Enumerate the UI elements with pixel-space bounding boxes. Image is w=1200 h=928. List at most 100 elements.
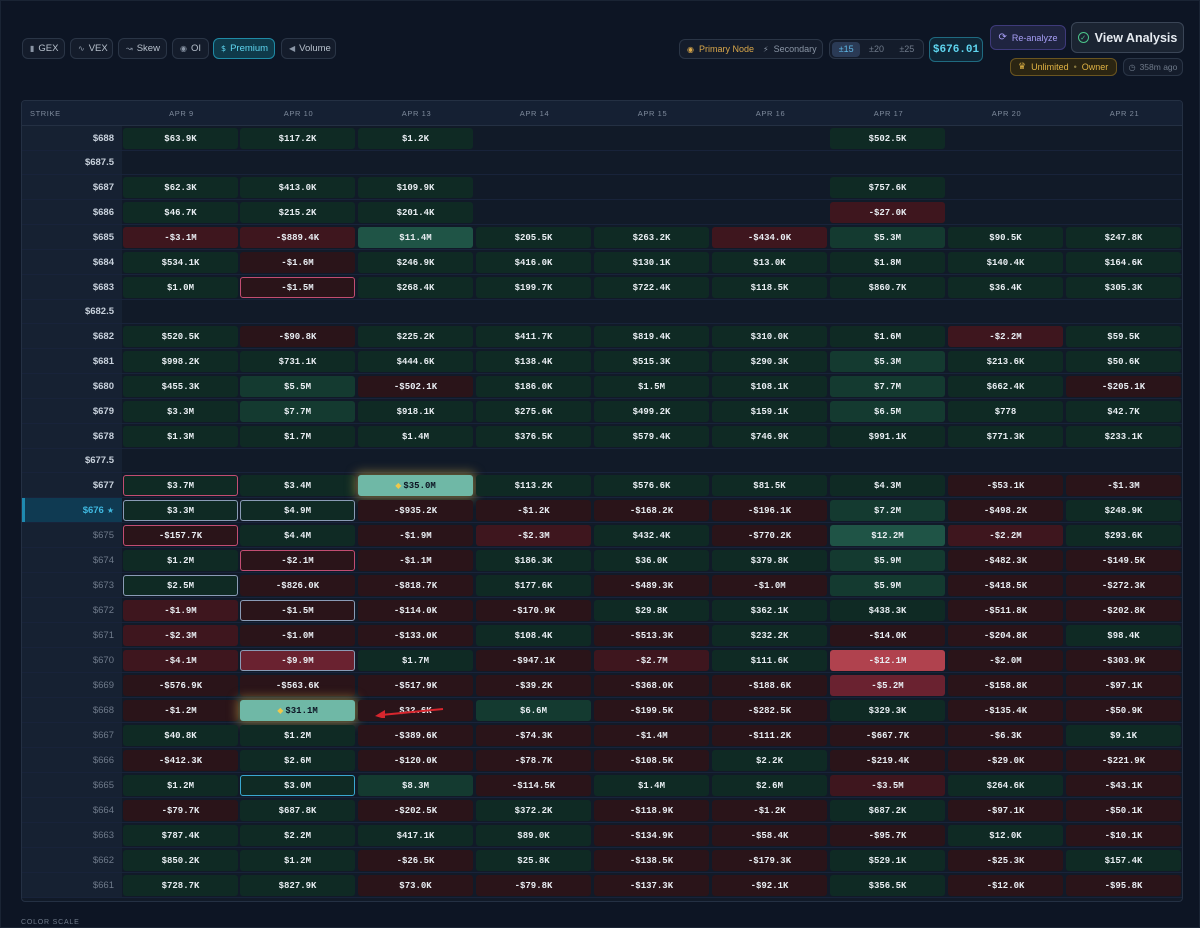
- premium-cell[interactable]: $140.4K: [948, 252, 1063, 273]
- premium-cell[interactable]: $12.2M: [830, 525, 945, 546]
- date-column-header[interactable]: APR 13: [401, 108, 432, 118]
- premium-cell[interactable]: -$1.9M: [123, 600, 238, 621]
- date-column-header[interactable]: APR 16: [755, 108, 786, 118]
- premium-cell[interactable]: $248.9K: [1066, 500, 1181, 521]
- premium-cell[interactable]: -$149.5K: [1066, 550, 1181, 571]
- premium-cell[interactable]: $728.7K: [123, 875, 238, 896]
- premium-cell[interactable]: $502.5K: [830, 128, 945, 149]
- premium-cell[interactable]: $860.7K: [830, 277, 945, 298]
- premium-cell[interactable]: $46.7K: [123, 202, 238, 223]
- premium-cell[interactable]: $5.3M: [830, 351, 945, 372]
- strike-cell[interactable]: $665: [22, 773, 122, 797]
- premium-cell[interactable]: $1.2M: [123, 550, 238, 571]
- premium-cell[interactable]: -$108.5K: [594, 750, 709, 771]
- premium-cell[interactable]: -$58.4K: [712, 825, 827, 846]
- premium-cell[interactable]: $746.9K: [712, 426, 827, 447]
- premium-cell[interactable]: $2.2M: [240, 825, 355, 846]
- premium-cell[interactable]: -$2.2M: [948, 326, 1063, 347]
- premium-cell[interactable]: -$272.3K: [1066, 575, 1181, 596]
- premium-cell[interactable]: -$79.7K: [123, 800, 238, 821]
- secondary-node-label[interactable]: Secondary: [773, 44, 817, 54]
- premium-cell[interactable]: -$135.4K: [948, 700, 1063, 721]
- premium-cell[interactable]: -$3.5M: [830, 775, 945, 796]
- premium-cell[interactable]: $579.4K: [594, 426, 709, 447]
- premium-cell[interactable]: -$282.5K: [712, 700, 827, 721]
- premium-cell[interactable]: -$2.3M: [123, 625, 238, 646]
- strike-cell[interactable]: $671: [22, 623, 122, 647]
- premium-cell[interactable]: $1.2M: [240, 725, 355, 746]
- strike-cell[interactable]: $677.5: [22, 449, 122, 472]
- premium-cell[interactable]: $40.8K: [123, 725, 238, 746]
- strike-cell[interactable]: $678: [22, 424, 122, 448]
- premium-cell[interactable]: -$667.7K: [830, 725, 945, 746]
- premium-cell[interactable]: $417.1K: [358, 825, 473, 846]
- premium-cell[interactable]: $991.1K: [830, 426, 945, 447]
- premium-cell[interactable]: $73.0K: [358, 875, 473, 896]
- range-option-20[interactable]: ±20: [869, 44, 884, 54]
- premium-cell[interactable]: $1.6M: [830, 326, 945, 347]
- premium-cell[interactable]: -$29.0K: [948, 750, 1063, 771]
- premium-cell[interactable]: -$95.7K: [830, 825, 945, 846]
- strike-cell[interactable]: $684: [22, 250, 122, 274]
- strike-cell[interactable]: $669: [22, 673, 122, 697]
- premium-cell[interactable]: -$412.3K: [123, 750, 238, 771]
- premium-cell[interactable]: $213.6K: [948, 351, 1063, 372]
- premium-cell[interactable]: $3.4M: [240, 475, 355, 496]
- premium-cell[interactable]: -$10.1K: [1066, 825, 1181, 846]
- premium-cell[interactable]: $36.4K: [948, 277, 1063, 298]
- premium-cell[interactable]: -$770.2K: [712, 525, 827, 546]
- premium-cell[interactable]: -$502.1K: [358, 376, 473, 397]
- premium-cell[interactable]: $5.3M: [830, 227, 945, 248]
- premium-cell[interactable]: $42.7K: [1066, 401, 1181, 422]
- premium-cell[interactable]: $3.7M: [123, 475, 238, 496]
- premium-cell[interactable]: -$188.6K: [712, 675, 827, 696]
- premium-cell[interactable]: $5.5M: [240, 376, 355, 397]
- premium-cell[interactable]: -$4.1M: [123, 650, 238, 671]
- premium-cell[interactable]: $59.5K: [1066, 326, 1181, 347]
- premium-cell[interactable]: -$1.0M: [240, 625, 355, 646]
- premium-cell[interactable]: -$92.1K: [712, 875, 827, 896]
- premium-cell[interactable]: -$50.1K: [1066, 800, 1181, 821]
- premium-cell[interactable]: $215.2K: [240, 202, 355, 223]
- premium-cell[interactable]: $90.5K: [948, 227, 1063, 248]
- premium-cell[interactable]: -$120.0K: [358, 750, 473, 771]
- premium-cell[interactable]: $7.2M: [830, 500, 945, 521]
- strike-cell[interactable]: $672: [22, 598, 122, 622]
- premium-cell[interactable]: $29.8K: [594, 600, 709, 621]
- premium-cell[interactable]: -$39.2K: [476, 675, 591, 696]
- premium-cell[interactable]: $1.2K: [358, 128, 473, 149]
- premium-cell[interactable]: $520.5K: [123, 326, 238, 347]
- premium-cell[interactable]: $89.0K: [476, 825, 591, 846]
- premium-cell[interactable]: -$79.8K: [476, 875, 591, 896]
- premium-cell[interactable]: -$303.9K: [1066, 650, 1181, 671]
- premium-cell[interactable]: $159.1K: [712, 401, 827, 422]
- premium-cell[interactable]: -$50.9K: [1066, 700, 1181, 721]
- premium-cell[interactable]: $164.6K: [1066, 252, 1181, 273]
- premium-cell[interactable]: $268.4K: [358, 277, 473, 298]
- date-column-header[interactable]: APR 21: [1109, 108, 1140, 118]
- node-toggle[interactable]: ◉ Primary Node ⚡ Secondary: [679, 39, 823, 59]
- premium-cell[interactable]: -$818.7K: [358, 575, 473, 596]
- tab-skew[interactable]: ↝ Skew: [118, 38, 167, 59]
- premium-cell[interactable]: -$14.0K: [830, 625, 945, 646]
- premium-cell[interactable]: $1.7M: [358, 650, 473, 671]
- premium-cell[interactable]: $356.5K: [830, 875, 945, 896]
- premium-cell[interactable]: -$513.3K: [594, 625, 709, 646]
- premium-cell[interactable]: $199.7K: [476, 277, 591, 298]
- premium-cell[interactable]: -$935.2K: [358, 500, 473, 521]
- premium-cell[interactable]: $13.0K: [712, 252, 827, 273]
- premium-cell[interactable]: $201.4K: [358, 202, 473, 223]
- premium-cell[interactable]: -$204.8K: [948, 625, 1063, 646]
- premium-cell[interactable]: -$2.0M: [948, 650, 1063, 671]
- strike-cell[interactable]: $664: [22, 798, 122, 822]
- premium-cell[interactable]: -$12.0K: [948, 875, 1063, 896]
- premium-cell[interactable]: $111.6K: [712, 650, 827, 671]
- premium-cell[interactable]: -$53.1K: [948, 475, 1063, 496]
- premium-cell[interactable]: $177.6K: [476, 575, 591, 596]
- strike-cell[interactable]: $666: [22, 748, 122, 772]
- premium-cell[interactable]: -$517.9K: [358, 675, 473, 696]
- premium-cell[interactable]: $293.6K: [1066, 525, 1181, 546]
- premium-cell[interactable]: -$134.9K: [594, 825, 709, 846]
- date-column-header[interactable]: APR 14: [519, 108, 550, 118]
- premium-cell[interactable]: $186.3K: [476, 550, 591, 571]
